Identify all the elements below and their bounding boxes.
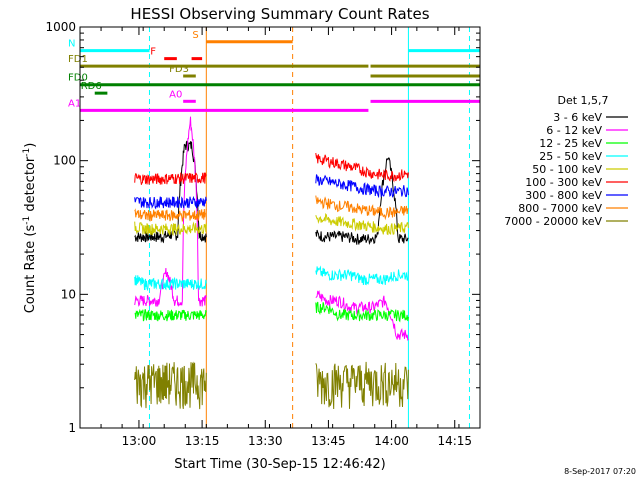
y-tick-label-1: 100 [53, 154, 76, 168]
flag-label-fd3: FD3 [169, 64, 189, 75]
y-axis-label-end: ) [23, 143, 38, 148]
series-trace-3-0 [134, 275, 207, 292]
series-trace-1-1 [315, 290, 409, 341]
x-tick-label-4: 14:00 [374, 434, 409, 448]
legend-title: Det 1,5,7 [557, 94, 608, 107]
flag-label-a1: A1 [68, 98, 81, 109]
series-trace-4-1 [315, 212, 409, 236]
plot-frame [79, 26, 481, 429]
flag-label-a0: A0 [169, 89, 182, 100]
timestamp-stamp: 8-Sep-2017 07:20 [564, 467, 636, 476]
series-trace-2-0 [134, 308, 207, 322]
series-trace-5-1 [315, 152, 409, 183]
series-trace-6-1 [315, 174, 409, 199]
x-tick-label-5: 14:15 [437, 434, 472, 448]
flag-label-n: N [68, 39, 75, 50]
legend-label-8: 7000 - 20000 keV [504, 215, 602, 228]
legend-label-5: 100 - 300 keV [525, 176, 602, 189]
axes: 1000 100 10 1 13:00 13:15 13:30 13:45 14:00 14:15 [45, 20, 481, 448]
series-trace-8-0 [134, 361, 207, 410]
series-trace-8-1 [315, 361, 409, 410]
flag-label-rd6: RD6 [81, 81, 102, 92]
y-axis-label-mid: detector [23, 156, 38, 216]
series-trace-0-1 [315, 157, 409, 246]
legend-label-0: 3 - 6 keV [553, 111, 602, 124]
series-trace-5-0 [134, 172, 207, 185]
y-tick-label-2: 10 [61, 287, 76, 301]
legend-label-7: 800 - 7000 keV [518, 202, 602, 215]
series-trace-7-0 [134, 208, 207, 223]
legend-label-1: 6 - 12 keV [546, 124, 602, 137]
series-trace-4-0 [134, 221, 207, 237]
flag-label-f: F [150, 47, 156, 58]
series-trace-7-1 [315, 195, 409, 221]
x-axis-label: Start Time (30-Sep-15 12:46:42) [174, 457, 385, 472]
series-trace-6-0 [134, 195, 207, 210]
y-axis-label-sup1: -1 [22, 216, 32, 225]
y-axis-label-sup2: -1 [22, 148, 32, 157]
flag-label-fd0: FD0 [68, 73, 88, 84]
legend-label-2: 12 - 25 keV [539, 137, 602, 150]
legend-label-6: 300 - 800 keV [525, 189, 602, 202]
x-tick-label-1: 13:15 [185, 434, 220, 448]
legend-label-3: 25 - 50 keV [539, 150, 602, 163]
y-axis-label-main: Count Rate (s [23, 225, 38, 314]
series-trace-2-1 [315, 301, 409, 323]
flag-label-s: S [192, 30, 198, 41]
chart-title: HESSI Observing Summary Count Rates [130, 5, 429, 23]
legend-label-4: 50 - 100 keV [532, 163, 602, 176]
y-tick-label-0: 1000 [45, 20, 76, 34]
flag-label-fd1: FD1 [68, 54, 88, 65]
x-tick-label-0: 13:00 [122, 434, 157, 448]
y-axis-label: Count Rate (s-1 detector-1) [22, 143, 38, 314]
x-tick-label-2: 13:30 [248, 434, 283, 448]
x-tick-label-3: 13:45 [311, 434, 346, 448]
series-trace-3-1 [315, 265, 409, 286]
y-tick-label-3: 1 [68, 421, 76, 435]
